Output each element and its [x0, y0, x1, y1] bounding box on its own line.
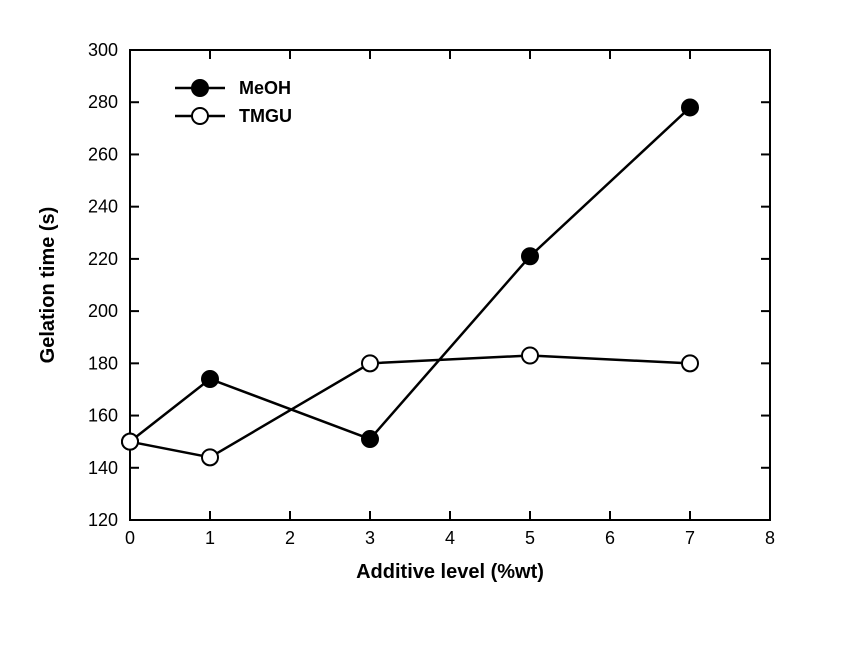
series-marker-tmgu	[122, 434, 138, 450]
series-marker-tmgu	[522, 348, 538, 364]
x-tick-label: 8	[765, 528, 775, 548]
y-tick-label: 220	[88, 249, 118, 269]
x-tick-label: 5	[525, 528, 535, 548]
series-marker-tmgu	[362, 355, 378, 371]
series-marker-meoh	[522, 248, 538, 264]
series-marker-meoh	[202, 371, 218, 387]
series-marker-meoh	[362, 431, 378, 447]
series-marker-meoh	[682, 99, 698, 115]
x-tick-label: 1	[205, 528, 215, 548]
x-tick-label: 3	[365, 528, 375, 548]
x-tick-label: 2	[285, 528, 295, 548]
y-tick-label: 180	[88, 353, 118, 373]
chart-svg: 0 1 2 3 4 5 6 7 8 120 140 160 180 200 220 240 260 280 300 A…	[0, 0, 868, 647]
chart-container: 0 1 2 3 4 5 6 7 8 120 140 160 180 200 220 240 260 280 300 A…	[0, 0, 868, 647]
y-tick-label: 140	[88, 458, 118, 478]
x-axis-label: Additive level (%wt)	[356, 561, 544, 583]
series-marker-tmgu	[202, 449, 218, 465]
y-axis-label: Gelation time (s)	[37, 207, 59, 364]
y-tick-label: 280	[88, 92, 118, 112]
legend-marker-meoh	[192, 80, 208, 96]
y-tick-label: 240	[88, 197, 118, 217]
y-tick-label: 260	[88, 144, 118, 164]
x-tick-label: 0	[125, 528, 135, 548]
y-tick-label: 200	[88, 301, 118, 321]
legend-marker-tmgu	[192, 108, 208, 124]
series-marker-tmgu	[682, 355, 698, 371]
legend-label-meoh: MeOH	[239, 78, 291, 98]
legend-label-tmgu: TMGU	[239, 106, 292, 126]
x-tick-label: 7	[685, 528, 695, 548]
y-tick-label: 300	[88, 40, 118, 60]
x-tick-label: 6	[605, 528, 615, 548]
y-tick-label: 160	[88, 406, 118, 426]
x-tick-label: 4	[445, 528, 455, 548]
y-tick-label: 120	[88, 510, 118, 530]
